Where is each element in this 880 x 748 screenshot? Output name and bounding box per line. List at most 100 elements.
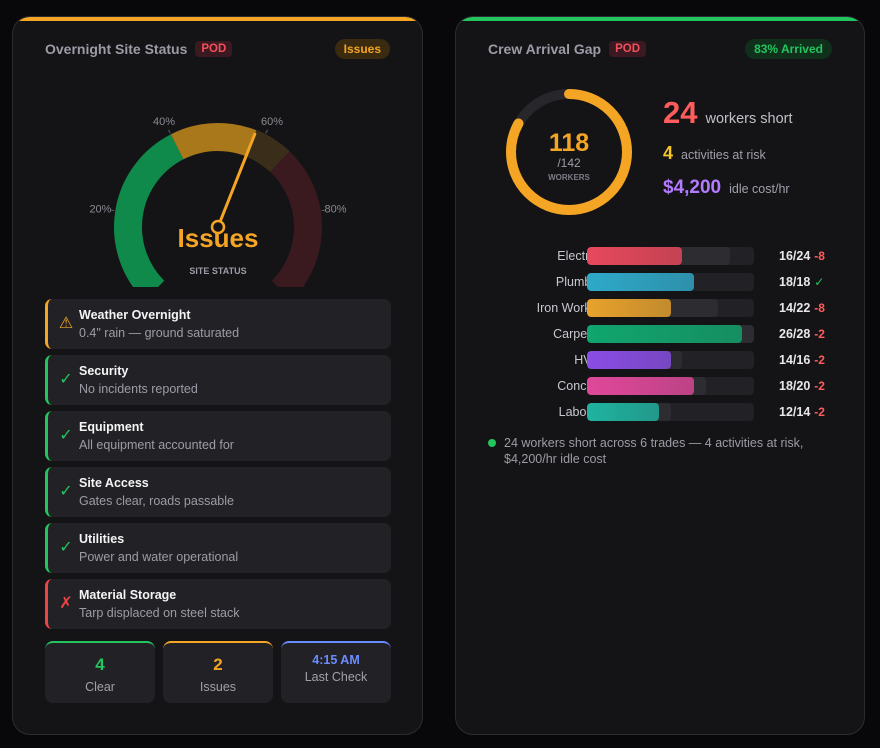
- activities-risk-value: 4: [663, 143, 674, 163]
- gauge-tick-mark: [168, 129, 171, 134]
- stat-value: 4:15 AM: [312, 653, 360, 667]
- crew-gap-header: Crew Arrival Gap POD 83% Arrived: [488, 39, 832, 59]
- trade-gap: -2: [814, 353, 825, 367]
- trade-count: 12/14: [779, 405, 811, 419]
- pod-badge: POD: [609, 41, 647, 57]
- trade-bar-fill: [587, 377, 695, 395]
- trade-bar-track: [587, 299, 754, 317]
- trade-count: 14/22: [779, 301, 811, 315]
- gauge-tick-label: 20%: [89, 203, 111, 215]
- gap-summary: 24 workers short across 6 trades — 4 act…: [488, 435, 828, 467]
- gauge-sublabel: SITE STATUS: [189, 266, 246, 276]
- trade-row: Electrical 16/24 -8: [486, 247, 836, 273]
- check-icon: ✓: [59, 371, 73, 388]
- check-item: ✓ Security No incidents reported: [45, 355, 391, 405]
- stat-label: Last Check: [304, 670, 368, 684]
- card-accent-bar: [13, 17, 422, 21]
- check-title: Security: [79, 364, 129, 378]
- warning-icon: ⚠: [58, 315, 74, 332]
- check-item: ✗ Material Storage Tarp displaced on steel…: [45, 579, 391, 629]
- workers-short-value: 24: [663, 95, 698, 130]
- trade-row: Carpentry 26/28 -2: [486, 325, 836, 351]
- gap-summary-text: 24 workers short across 6 trades — 4 act…: [504, 436, 804, 466]
- trade-gap: -2: [814, 327, 825, 341]
- status-summary-boxes: 4 Clear 2 Issues 4:15 AM Last Check: [45, 641, 391, 703]
- trade-bar-fill: [587, 273, 695, 291]
- check-item: ✓ Utilities Power and water operational: [45, 523, 391, 573]
- trade-bar-fill: [587, 325, 743, 343]
- crew-arrival-donut: 118 /142 WORKERS: [506, 89, 632, 215]
- status-dot-icon: [488, 439, 496, 447]
- idle-cost-value: $4,200: [663, 177, 722, 198]
- donut-progress: [506, 89, 632, 215]
- trade-gap: -2: [814, 405, 825, 419]
- gauge-hub: [210, 219, 226, 235]
- trade-row: HVAC14/16-2: [486, 351, 836, 377]
- trade-bar-track: [587, 247, 754, 265]
- check-icon: ✓: [814, 275, 825, 289]
- x-icon: ✗: [59, 595, 73, 612]
- check-item: ⚠ Weather Overnight 0.4" rain — ground sat…: [45, 299, 391, 349]
- gauge-tick-label: 80%: [325, 203, 347, 215]
- gauge-tick-mark: [265, 129, 268, 134]
- stat-label: Issues: [199, 680, 237, 694]
- workers-short-metric: 24 workers short: [663, 95, 793, 131]
- gauge-tick-mark: [110, 209, 115, 212]
- card-title: Overnight Site Status: [45, 41, 188, 57]
- donut-total: /142: [557, 156, 581, 170]
- check-title: Utilities: [79, 532, 125, 546]
- trade-bar-track: [587, 403, 754, 421]
- check-detail: Tarp displaced on steel stack: [79, 606, 240, 620]
- status-pill: Issues: [334, 39, 390, 59]
- crew-gap-card: Crew Arrival Gap POD 83% Arrived 118 /14…: [455, 16, 865, 735]
- stat-value: 4: [95, 655, 105, 674]
- workers-short-label: workers short: [705, 111, 793, 127]
- trade-bar-track: [587, 377, 754, 395]
- site-status-gauge: 0%20%40%60%80%100% Issues SITE STATUS: [89, 116, 347, 287]
- site-status-header: Overnight Site Status POD Issues: [45, 39, 390, 59]
- trade-bar-fill: [587, 351, 671, 369]
- site-status-card: Overnight Site Status POD Issues 0%20%40…: [12, 16, 423, 735]
- trade-breakdown: Electrical 16/24 -8 Plumbing 18/18 ✓ Iron Work…: [486, 247, 836, 429]
- trade-bar-fill: [587, 299, 671, 317]
- gauge-status-label: Issues: [178, 223, 259, 253]
- trade-gap: -8: [814, 301, 825, 315]
- card-title: Crew Arrival Gap: [488, 41, 602, 57]
- trade-bar-track: [587, 325, 754, 343]
- check-detail: No incidents reported: [79, 382, 198, 396]
- trade-count: 14/16: [779, 353, 811, 367]
- check-title: Equipment: [79, 420, 144, 434]
- gauge-needle: [216, 132, 257, 229]
- check-detail: All equipment accounted for: [79, 438, 234, 452]
- check-title: Material Storage: [79, 588, 177, 602]
- arrived-pill: 83% Arrived: [745, 39, 832, 59]
- check-title: Site Access: [79, 476, 149, 490]
- donut-arrived-value: 118: [549, 129, 589, 157]
- gauge-tick-mark: [321, 209, 326, 212]
- check-detail: Power and water operational: [79, 550, 239, 564]
- stat-box: 4:15 AM Last Check: [281, 641, 391, 703]
- trade-count: 16/24: [779, 249, 811, 263]
- trade-bar-track: [587, 273, 754, 291]
- trade-row: Plumbing 18/18 ✓: [486, 273, 836, 299]
- stat-box: 2 Issues: [163, 641, 273, 703]
- trade-count: 26/28: [779, 327, 811, 341]
- trade-bar-fill: [587, 247, 683, 265]
- donut-unit: WORKERS: [548, 173, 590, 182]
- check-detail: 0.4" rain — ground saturated: [79, 326, 240, 340]
- card-accent-bar: [456, 17, 864, 21]
- gauge-zone-critical: [269, 151, 322, 287]
- trade-row: Concrete 18/20 -2: [486, 377, 836, 403]
- pod-badge: POD: [195, 41, 233, 57]
- status-checklist: ⚠ Weather Overnight 0.4" rain — ground sat…: [45, 299, 391, 635]
- gauge-zone-unfilled: [245, 130, 290, 172]
- trade-bar-fill: [587, 403, 659, 421]
- trade-count: 18/18: [779, 275, 811, 289]
- idle-cost-metric: $4,200 idle cost/hr: [663, 177, 790, 199]
- gauge-tick-label: 60%: [261, 116, 283, 128]
- stat-box: 4 Clear: [45, 641, 155, 703]
- trade-row: Iron Workers 14/22 -8: [486, 299, 836, 325]
- trade-gap: -2: [814, 379, 825, 393]
- check-icon: ✓: [59, 483, 73, 500]
- check-icon: ✓: [59, 539, 73, 556]
